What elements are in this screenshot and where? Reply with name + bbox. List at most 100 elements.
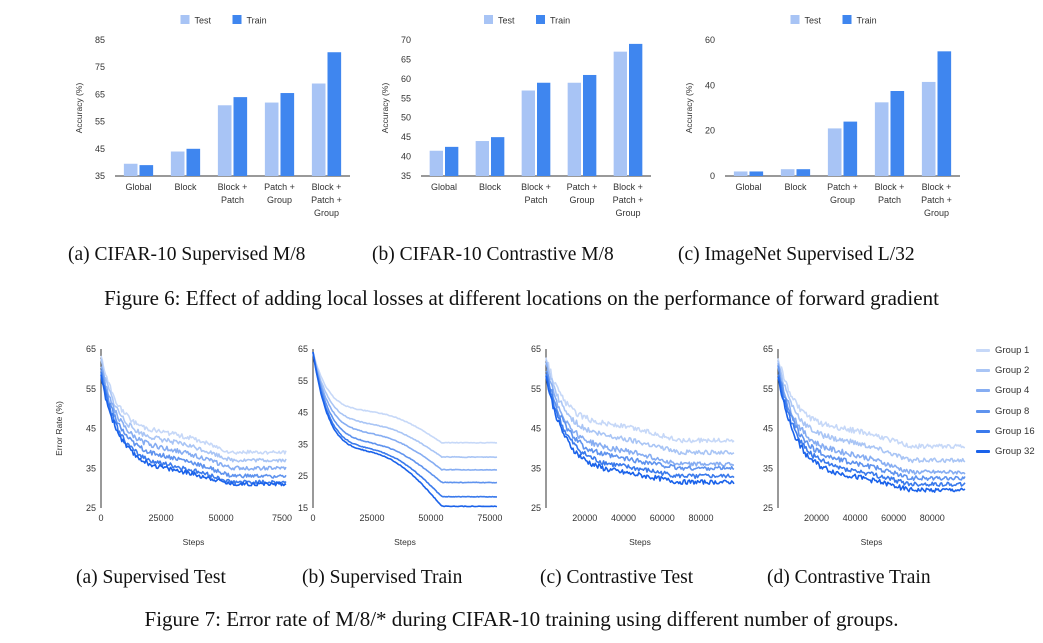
series-line-group-1 [545, 357, 735, 444]
legend-item-group-32: Group 32 [976, 441, 1040, 461]
series-line-group-16 [777, 374, 966, 487]
x-tick-label: Patch [524, 195, 547, 205]
y-tick-label: 65 [401, 54, 411, 64]
x-tick-label: Block + [875, 182, 905, 192]
x-tick-label: 20000 [572, 513, 597, 523]
chart-f7c: 25 35 45 55 65 20000 40000 60000 80000 Steps [522, 340, 747, 555]
legend-item-group-16: Group 16 [976, 421, 1040, 441]
bar-test [874, 102, 889, 176]
x-tick-label: Block + [613, 182, 643, 192]
x-tick-label: Patch [878, 195, 901, 205]
figure7-legend: Group 1 Group 2 Group 4 Group 8 Group 16… [976, 340, 1040, 462]
bar-test [170, 151, 185, 176]
series-line-group-2 [545, 359, 735, 456]
bar-train [186, 148, 201, 176]
bar-train [583, 74, 597, 176]
y-tick-label: 45 [95, 144, 105, 154]
subcaption-f7c: (c) Contrastive Test [540, 567, 694, 588]
y-tick-label: 65 [763, 344, 773, 354]
series-line-group-32 [100, 374, 287, 487]
x-tick-label: Global [431, 182, 457, 192]
x-axis-label: Steps [861, 537, 883, 547]
x-tick-label: Patch + [567, 182, 598, 192]
series-line-group-1 [312, 351, 498, 444]
chart-f6a: Test Train 35 45 55 65 75 85 Accuracy (%) Global B… [70, 8, 360, 223]
bar-train [139, 165, 154, 176]
x-tick-label: 80000 [920, 513, 945, 523]
y-axis-label: Accuracy (%) [380, 83, 390, 134]
series-line-group-2 [777, 360, 966, 464]
bar-train [890, 91, 905, 176]
bar-test [567, 82, 581, 176]
y-tick-label: 15 [298, 503, 308, 513]
series-line-group-16 [100, 371, 287, 485]
subcaption-f6a: (a) CIFAR-10 Supervised M/8 [68, 244, 306, 265]
y-tick-label: 55 [95, 117, 105, 127]
y-tick-label: 25 [763, 503, 773, 513]
bar-test [429, 150, 443, 176]
y-tick-label: 65 [298, 344, 308, 354]
x-tick-label: Group [314, 208, 339, 218]
x-tick-label: 0 [310, 513, 315, 523]
series-line-group-2 [312, 351, 498, 459]
y-tick-label: 85 [95, 35, 105, 45]
chart-f6c: Test Train 0 20 40 60 Accuracy (%) Global Block P… [680, 8, 970, 223]
y-tick-label: 35 [86, 463, 96, 473]
legend-label-train: Train [857, 16, 877, 26]
x-tick-label: Global [125, 182, 151, 192]
y-tick-label: 35 [95, 171, 105, 181]
legend-swatch [976, 368, 990, 372]
x-tick-label: Patch [221, 195, 244, 205]
x-tick-label: Group [924, 208, 949, 218]
bar-test [217, 105, 232, 176]
legend-swatch [976, 450, 990, 454]
y-tick-label: 75 [95, 62, 105, 72]
chart-f7d: 25 35 45 55 65 20000 40000 60000 80000 Steps [748, 340, 973, 555]
figure7-caption: Figure 7: Error rate of M/8/* during CIF… [144, 607, 899, 631]
y-tick-label: 55 [531, 384, 541, 394]
series-line-group-8 [100, 369, 287, 479]
legend-swatch [976, 409, 990, 413]
x-tick-label: Group [267, 195, 292, 205]
series-line-group-32 [777, 376, 966, 493]
series-line-group-4 [545, 362, 735, 468]
y-axis-label: Error Rate (%) [54, 401, 64, 456]
legend-item-group-1: Group 1 [976, 340, 1040, 360]
x-tick-label: 0 [98, 513, 103, 523]
y-tick-label: 20 [705, 126, 715, 136]
bar-test [780, 169, 795, 176]
series-line-group-8 [312, 352, 498, 484]
series-line-group-32 [312, 351, 498, 508]
y-tick-label: 55 [86, 384, 96, 394]
series-line-group-32 [545, 376, 735, 485]
y-tick-label: 55 [763, 384, 773, 394]
x-tick-label: 60000 [881, 513, 906, 523]
legend-swatch-test [180, 15, 190, 24]
y-tick-label: 60 [705, 35, 715, 45]
bar-train [445, 146, 459, 176]
x-tick-label: Global [735, 182, 761, 192]
bar-train [327, 52, 342, 176]
x-tick-label: Group [830, 195, 855, 205]
legend-item-group-8: Group 8 [976, 401, 1040, 421]
legend-label-test: Test [498, 16, 515, 26]
x-tick-label: 20000 [804, 513, 829, 523]
y-tick-label: 25 [86, 503, 96, 513]
legend-label: Group 1 [995, 344, 1030, 356]
x-tick-label: Block [479, 182, 502, 192]
subcaption-f7a: (a) Supervised Test [76, 567, 226, 588]
x-tick-label: Patch + [827, 182, 858, 192]
series-line-group-4 [100, 366, 287, 471]
series-line-group-1 [100, 355, 287, 455]
chart-f7b: 15 25 35 45 55 65 0 25000 50000 75000 Steps [292, 340, 512, 555]
y-tick-label: 65 [95, 89, 105, 99]
x-tick-label: Block + [312, 182, 342, 192]
series-line-group-1 [777, 358, 966, 450]
legend-swatch-train [232, 15, 242, 24]
bar-train [749, 171, 764, 176]
series-line-group-8 [545, 370, 735, 471]
x-tick-label: 50000 [418, 513, 443, 523]
bar-train [537, 82, 551, 176]
legend-swatch-train [536, 15, 545, 24]
x-tick-label: Block + [218, 182, 248, 192]
